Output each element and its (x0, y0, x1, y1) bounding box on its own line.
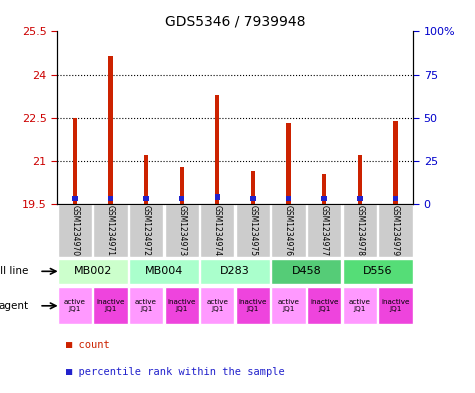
Bar (129, 259, 199, 284)
Bar (72, 196, 77, 201)
Bar (342, 287, 377, 324)
Bar (271, 204, 306, 257)
Bar (144, 155, 148, 204)
Bar (250, 196, 256, 201)
Text: GSM1234971: GSM1234971 (106, 205, 115, 256)
Bar (286, 196, 291, 201)
Bar (342, 204, 377, 257)
Bar (271, 259, 341, 284)
Bar (93, 204, 127, 257)
Text: GSM1234972: GSM1234972 (142, 205, 151, 256)
Text: agent: agent (0, 301, 28, 311)
Bar (180, 167, 184, 204)
Bar (215, 95, 219, 204)
Text: inactive
JQ1: inactive JQ1 (238, 299, 267, 312)
Bar (179, 196, 184, 201)
Bar (200, 259, 270, 284)
Bar (342, 259, 412, 284)
Text: inactive
JQ1: inactive JQ1 (96, 299, 124, 312)
Text: GSM1234975: GSM1234975 (248, 205, 257, 256)
Bar (165, 287, 199, 324)
Bar (165, 204, 199, 257)
Bar (58, 287, 92, 324)
Text: MB004: MB004 (145, 266, 183, 276)
Bar (393, 196, 398, 201)
Text: inactive
JQ1: inactive JQ1 (167, 299, 196, 312)
Bar (378, 287, 412, 324)
Bar (236, 204, 270, 257)
Title: GDS5346 / 7939948: GDS5346 / 7939948 (165, 15, 305, 29)
Bar (393, 121, 398, 204)
Text: GSM1234974: GSM1234974 (213, 205, 222, 256)
Text: ■ count: ■ count (66, 340, 110, 350)
Bar (271, 287, 306, 324)
Text: GSM1234979: GSM1234979 (391, 205, 400, 256)
Text: GSM1234978: GSM1234978 (355, 205, 364, 256)
Text: MB002: MB002 (74, 266, 112, 276)
Text: GSM1234976: GSM1234976 (284, 205, 293, 256)
Text: active
JQ1: active JQ1 (64, 299, 86, 312)
Bar (143, 196, 149, 201)
Text: cell line: cell line (0, 266, 28, 276)
Text: active
JQ1: active JQ1 (277, 299, 300, 312)
Text: active
JQ1: active JQ1 (135, 299, 157, 312)
Bar (322, 196, 327, 201)
Bar (251, 171, 255, 204)
Text: GSM1234977: GSM1234977 (320, 205, 329, 256)
Text: GSM1234973: GSM1234973 (177, 205, 186, 256)
Bar (200, 287, 234, 324)
Bar (108, 196, 113, 201)
Text: inactive
JQ1: inactive JQ1 (310, 299, 338, 312)
Bar (307, 287, 341, 324)
Bar (58, 204, 92, 257)
Bar (200, 204, 234, 257)
Text: active
JQ1: active JQ1 (206, 299, 228, 312)
Bar (58, 259, 127, 284)
Text: D458: D458 (292, 266, 321, 276)
Bar (378, 204, 412, 257)
Bar (307, 204, 341, 257)
Bar (108, 56, 113, 204)
Text: D283: D283 (220, 266, 250, 276)
Text: inactive
JQ1: inactive JQ1 (381, 299, 409, 312)
Bar (215, 195, 220, 200)
Bar (129, 204, 163, 257)
Text: D556: D556 (363, 266, 392, 276)
Text: GSM1234970: GSM1234970 (70, 205, 79, 256)
Bar (129, 287, 163, 324)
Bar (93, 287, 127, 324)
Bar (358, 155, 362, 204)
Bar (322, 174, 326, 204)
Bar (73, 118, 77, 204)
Bar (357, 196, 362, 201)
Bar (236, 287, 270, 324)
Bar (286, 123, 291, 204)
Text: ■ percentile rank within the sample: ■ percentile rank within the sample (66, 367, 285, 377)
Text: active
JQ1: active JQ1 (349, 299, 371, 312)
